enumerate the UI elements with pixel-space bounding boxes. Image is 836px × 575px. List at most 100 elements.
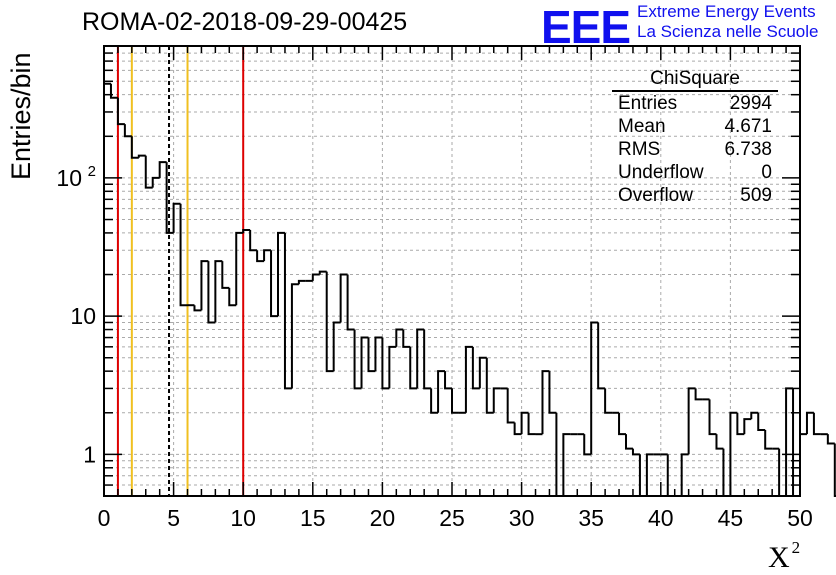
histogram-bin <box>548 371 557 414</box>
histogram-bin <box>109 83 118 99</box>
histogram-bin <box>520 411 529 435</box>
histogram-bin <box>172 202 181 233</box>
histogram-bin <box>799 433 807 496</box>
histogram-bin <box>416 328 425 389</box>
histogram-bin <box>242 228 251 233</box>
y-tick-label: 1 <box>83 441 96 467</box>
histogram-bin <box>527 412 536 436</box>
histogram-bin <box>826 434 835 445</box>
histogram-bin <box>221 261 230 289</box>
histogram-bin <box>144 155 153 189</box>
histogram-bin <box>513 422 522 436</box>
x-tick-label: 30 <box>509 505 535 531</box>
histogram-bin <box>297 279 306 285</box>
histogram-bin <box>388 345 397 389</box>
histogram-bin <box>165 162 174 234</box>
histogram-bin <box>235 231 244 306</box>
histogram-bin <box>680 453 689 496</box>
histogram-bin <box>200 260 209 311</box>
stat-row-overflow: Overflow 509 <box>612 184 778 207</box>
histogram-bin <box>437 370 446 413</box>
histogram-bin <box>193 305 202 312</box>
eee-logo: EEE <box>541 1 631 53</box>
y-tick-label: 10 <box>70 303 96 329</box>
histogram-bin <box>395 328 404 347</box>
histogram-bin <box>374 336 383 372</box>
stat-label: Mean <box>618 116 666 137</box>
histogram-bin <box>311 273 320 281</box>
histogram-bin <box>270 250 278 318</box>
histogram-bin <box>290 283 299 389</box>
histogram-bin <box>283 232 292 390</box>
histogram-bin <box>256 250 265 263</box>
histogram-bin <box>694 388 703 401</box>
histogram-bin <box>151 176 160 188</box>
histogram-bin <box>618 412 626 436</box>
stat-row-mean: Mean 4.671 <box>612 115 778 138</box>
histogram-bin <box>715 434 724 450</box>
histogram-bin <box>179 203 188 307</box>
stat-value: 509 <box>740 185 772 206</box>
histogram-bin <box>423 329 432 390</box>
x-tick-label: 0 <box>98 505 111 531</box>
histogram-bin <box>332 321 341 372</box>
x-tick-label: 40 <box>648 505 674 531</box>
histogram-bin <box>430 388 439 414</box>
histogram-bin <box>277 231 285 317</box>
histogram-bin <box>729 411 738 496</box>
y-tick-label-exponent: 2 <box>88 163 96 180</box>
histogram-bin <box>750 411 759 420</box>
run-title: ROMA-02-2018-09-29-00425 <box>82 8 408 36</box>
histogram-bin <box>228 287 237 307</box>
stat-row-underflow: Underflow 0 <box>612 161 778 184</box>
x-axis-label-superscript: 2 <box>791 538 801 557</box>
org-name-line1: Extreme Energy Events <box>637 2 816 21</box>
histogram-bin <box>103 82 111 496</box>
histogram-bin <box>409 346 418 390</box>
histogram-bin <box>583 434 592 456</box>
histogram-bin <box>478 356 487 389</box>
x-tick-label: 25 <box>439 505 465 531</box>
stat-label: Overflow <box>618 185 693 206</box>
stat-value: 0 <box>761 162 772 183</box>
x-tick-label: 35 <box>578 505 604 531</box>
histogram-bin <box>778 448 787 497</box>
histogram-bin <box>353 329 362 390</box>
stats-box: ChiSquare Entries 2994 Mean 4.671 RMS 6.… <box>612 68 778 207</box>
stat-label: RMS <box>618 139 661 160</box>
histogram-bin <box>645 453 654 496</box>
histogram-bin <box>451 388 459 414</box>
stat-value: 4.671 <box>724 116 772 137</box>
histogram-bin <box>833 443 836 497</box>
histogram-bin <box>158 161 167 178</box>
histogram-bin <box>604 388 613 414</box>
histogram-bin <box>743 418 752 435</box>
histogram-bin <box>207 261 216 324</box>
histogram-bin <box>722 448 731 497</box>
histogram-bin <box>381 337 390 390</box>
x-tick-label: 15 <box>300 505 326 531</box>
stat-label: Underflow <box>618 162 704 183</box>
stat-row-rms: RMS 6.738 <box>612 138 778 161</box>
histogram-bin <box>687 387 696 455</box>
histogram-bin <box>708 399 717 436</box>
x-axis-label-base: X <box>768 541 790 574</box>
histogram-bin <box>625 434 633 450</box>
histogram-bin <box>492 387 501 413</box>
histogram-bin <box>506 388 515 424</box>
x-tick-label: 5 <box>167 505 180 531</box>
histogram-bin <box>812 412 821 436</box>
histogram-bin <box>597 322 606 390</box>
histogram-bin <box>325 271 334 373</box>
org-name-line2: La Scienza nelle Scuole <box>637 22 819 41</box>
histogram-bin <box>130 136 139 159</box>
histogram-bin <box>116 97 125 126</box>
histogram-bin <box>736 412 745 436</box>
histogram-bin <box>444 371 452 390</box>
stat-row-entries: Entries 2994 <box>612 92 778 115</box>
x-tick-label: 50 <box>787 505 813 531</box>
histogram-bin <box>123 124 132 138</box>
histogram-bin <box>485 357 494 414</box>
histogram-bin <box>785 387 794 496</box>
histogram-bin <box>562 433 571 496</box>
